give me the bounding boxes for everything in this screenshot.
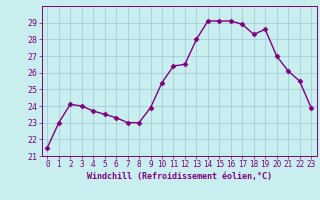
X-axis label: Windchill (Refroidissement éolien,°C): Windchill (Refroidissement éolien,°C) bbox=[87, 172, 272, 181]
